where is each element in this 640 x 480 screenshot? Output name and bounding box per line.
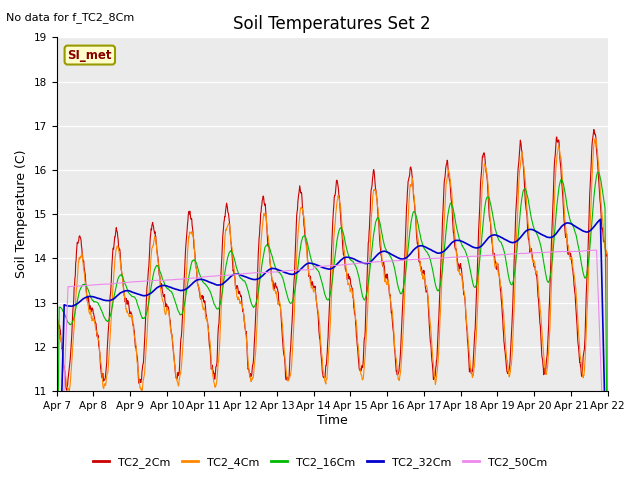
TC2_32Cm <box>162 283 170 288</box>
Line: TC2_32Cm: TC2_32Cm <box>56 219 608 480</box>
TC2_16Cm <box>538 250 546 256</box>
TC2_32Cm <box>538 232 546 238</box>
TC2_16Cm <box>490 216 497 222</box>
TC2_50Cm <box>538 250 546 255</box>
Line: TC2_2Cm: TC2_2Cm <box>56 130 608 480</box>
TC2_50Cm <box>418 256 426 262</box>
TC2_4Cm <box>237 301 244 307</box>
TC2_2Cm <box>490 252 497 258</box>
TC2_32Cm <box>490 232 497 238</box>
TC2_16Cm <box>175 310 183 315</box>
TC2_50Cm <box>490 252 497 258</box>
TC2_4Cm <box>591 135 599 141</box>
TC2_50Cm <box>592 247 600 253</box>
Title: Soil Temperatures Set 2: Soil Temperatures Set 2 <box>234 15 431 33</box>
Y-axis label: Soil Temperature (C): Soil Temperature (C) <box>15 150 28 278</box>
TC2_32Cm <box>596 216 604 222</box>
Line: TC2_4Cm: TC2_4Cm <box>56 138 608 480</box>
TC2_16Cm <box>162 283 170 289</box>
TC2_2Cm <box>604 462 612 468</box>
TC2_4Cm <box>490 253 497 259</box>
TC2_2Cm <box>162 304 170 310</box>
TC2_2Cm <box>175 371 183 376</box>
TC2_2Cm <box>418 265 426 271</box>
TC2_50Cm <box>175 276 183 282</box>
TC2_4Cm <box>604 408 612 414</box>
TC2_16Cm <box>418 238 426 244</box>
Line: TC2_50Cm: TC2_50Cm <box>56 250 608 480</box>
TC2_2Cm <box>237 293 244 299</box>
TC2_16Cm <box>237 276 244 281</box>
TC2_2Cm <box>590 127 598 132</box>
TC2_32Cm <box>237 272 244 278</box>
TC2_4Cm <box>418 268 426 274</box>
TC2_4Cm <box>162 312 170 317</box>
TC2_32Cm <box>175 288 183 293</box>
Line: TC2_16Cm: TC2_16Cm <box>56 172 608 480</box>
TC2_2Cm <box>538 355 546 361</box>
X-axis label: Time: Time <box>317 414 348 427</box>
TC2_50Cm <box>237 271 244 277</box>
TC2_32Cm <box>418 243 426 249</box>
Legend: TC2_2Cm, TC2_4Cm, TC2_16Cm, TC2_32Cm, TC2_50Cm: TC2_2Cm, TC2_4Cm, TC2_16Cm, TC2_32Cm, TC… <box>88 452 552 472</box>
TC2_4Cm <box>538 332 546 338</box>
TC2_4Cm <box>175 378 183 384</box>
Text: No data for f_TC2_8Cm: No data for f_TC2_8Cm <box>6 12 134 23</box>
Text: SI_met: SI_met <box>68 48 112 61</box>
TC2_16Cm <box>595 169 602 175</box>
TC2_50Cm <box>162 277 170 283</box>
